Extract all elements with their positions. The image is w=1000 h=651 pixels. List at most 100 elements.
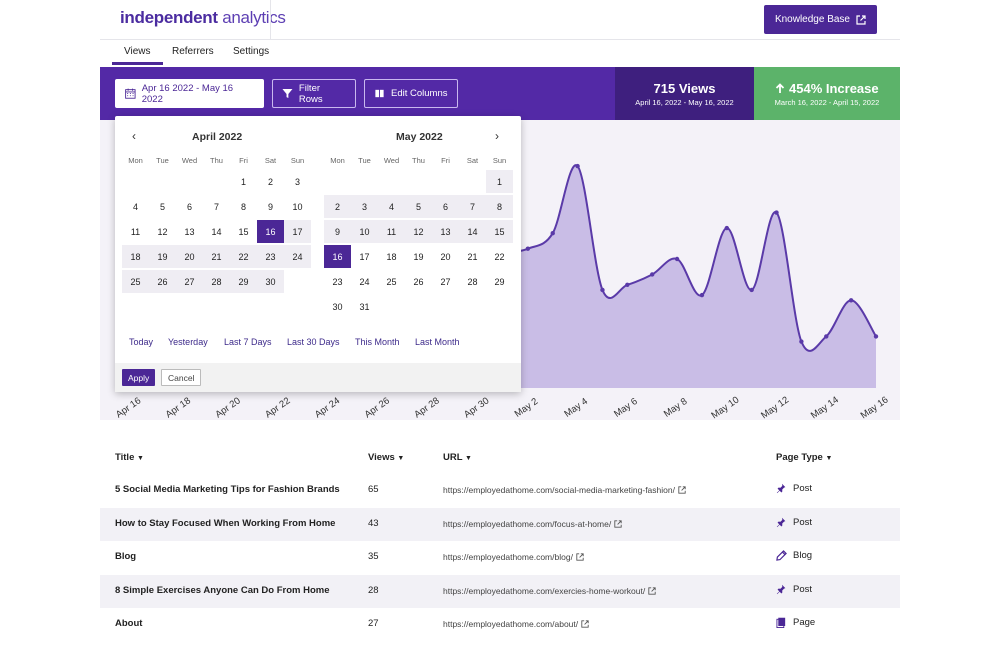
column-header-title[interactable]: Title ▼ <box>115 452 144 463</box>
may-day[interactable]: 1 <box>486 170 513 193</box>
may-day[interactable]: 28 <box>467 276 478 287</box>
row-url-text[interactable]: https://employedathome.com/about/ <box>443 619 579 630</box>
prev-month-button[interactable]: ‹ <box>132 129 136 143</box>
quick-last-7-days[interactable]: Last 7 Days <box>224 337 272 347</box>
chart-point[interactable] <box>724 225 729 231</box>
april-day[interactable]: 10 <box>292 201 303 212</box>
april-day[interactable]: 4 <box>132 201 138 212</box>
quick-this-month[interactable]: This Month <box>355 337 400 347</box>
external-link-icon[interactable] <box>648 587 656 595</box>
row-title[interactable]: Blog <box>115 551 137 563</box>
quick-yesterday[interactable]: Yesterday <box>168 337 208 347</box>
row-title[interactable]: 5 Social Media Marketing Tips for Fashio… <box>115 484 340 495</box>
quick-last-30-days[interactable]: Last 30 Days <box>287 337 340 347</box>
chart-point[interactable] <box>824 334 829 339</box>
may-day[interactable]: 23 <box>332 276 343 287</box>
april-day[interactable]: 22 <box>230 245 257 268</box>
chart-point[interactable] <box>873 334 879 339</box>
column-header-url[interactable]: URL ▼ <box>443 452 472 463</box>
may-day[interactable]: 11 <box>378 220 405 243</box>
chart-point[interactable] <box>650 272 655 277</box>
april-day[interactable]: 17 <box>284 220 311 243</box>
row-url[interactable]: https://employedathome.com/blog/ <box>443 552 584 562</box>
table-row[interactable]: Blog 35 https://employedathome.com/blog/Bl… <box>100 541 900 575</box>
april-day[interactable]: 15 <box>238 226 249 237</box>
tab-views[interactable]: Views <box>112 46 162 65</box>
next-month-button[interactable]: › <box>495 129 499 143</box>
external-link-icon[interactable] <box>614 519 622 528</box>
edit-columns-button[interactable]: Edit Columns <box>364 79 458 108</box>
may-day[interactable]: 4 <box>378 195 405 218</box>
may-day[interactable]: 19 <box>413 251 424 262</box>
may-day[interactable]: 12 <box>405 220 432 243</box>
may-day[interactable]: 21 <box>467 251 478 262</box>
table-row[interactable]: 8 Simple Exercises Anyone Can Do From Ho… <box>100 574 900 609</box>
row-url[interactable]: https://employedathome.com/social-media-… <box>443 485 686 495</box>
april-day[interactable]: 1 <box>240 176 246 187</box>
april-day[interactable]: 26 <box>149 270 176 293</box>
may-day[interactable]: 26 <box>413 276 424 287</box>
may-day[interactable]: 20 <box>440 251 451 262</box>
april-day[interactable]: 30 <box>257 270 284 293</box>
may-day[interactable]: 8 <box>486 195 513 218</box>
april-day[interactable]: 24 <box>284 245 311 268</box>
may-day[interactable]: 22 <box>494 251 505 262</box>
tab-settings[interactable]: Settings <box>233 46 270 57</box>
row-title[interactable]: About <box>115 618 143 630</box>
date-range-button[interactable]: Apr 16 2022 - May 16 2022 <box>115 79 264 108</box>
may-day[interactable]: 9 <box>324 220 351 243</box>
row-url[interactable]: https://employedathome.com/about/ <box>443 619 589 629</box>
may-day[interactable]: 18 <box>386 251 397 262</box>
knowledge-base-button[interactable]: Knowledge Base <box>763 5 877 34</box>
quick-today[interactable]: Today <box>129 337 154 347</box>
may-day[interactable]: 16 <box>324 245 351 268</box>
table-row[interactable]: About 27 https://employedathome.com/about/… <box>100 608 900 642</box>
cancel-button[interactable]: Cancel <box>161 369 202 386</box>
april-day[interactable]: 16 <box>257 220 284 243</box>
row-url-text[interactable]: https://employedathome.com/social-media-… <box>443 485 675 495</box>
chart-point[interactable] <box>674 256 680 262</box>
app-logo[interactable]: independent analytics <box>120 8 286 28</box>
may-day[interactable]: 6 <box>432 195 459 218</box>
april-day[interactable]: 2 <box>267 176 273 187</box>
april-day[interactable]: 19 <box>149 245 176 268</box>
may-day[interactable]: 25 <box>386 276 397 287</box>
april-day[interactable]: 6 <box>186 201 192 212</box>
row-url-text[interactable]: https://employedathome.com/focus-at-home… <box>443 518 612 529</box>
chart-point[interactable] <box>525 246 531 251</box>
april-day[interactable]: 13 <box>184 226 195 237</box>
april-day[interactable]: 18 <box>122 245 149 268</box>
column-header-page-type[interactable]: Page Type ▼ <box>776 452 832 463</box>
april-day[interactable]: 7 <box>213 201 219 212</box>
april-day[interactable]: 21 <box>203 245 230 268</box>
external-link-icon[interactable] <box>576 553 584 561</box>
may-day[interactable]: 7 <box>459 195 486 218</box>
column-header-views[interactable]: Views ▼ <box>368 452 404 463</box>
chart-point[interactable] <box>848 298 854 303</box>
may-day[interactable]: 31 <box>359 301 370 312</box>
chart-point[interactable] <box>600 287 605 293</box>
may-day[interactable]: 15 <box>486 220 513 243</box>
external-link-icon[interactable] <box>581 620 589 629</box>
april-day[interactable]: 12 <box>157 226 168 237</box>
external-link-icon[interactable] <box>678 486 686 494</box>
may-day[interactable]: 13 <box>432 220 459 243</box>
tab-referrers[interactable]: Referrers <box>172 46 214 57</box>
row-title[interactable]: How to Stay Focused When Working From Ho… <box>115 517 336 529</box>
april-day[interactable]: 5 <box>159 201 165 212</box>
may-day[interactable]: 29 <box>494 276 505 287</box>
row-url-text[interactable]: https://employedathome.com/exercies-home… <box>443 585 646 596</box>
april-day[interactable]: 29 <box>230 270 257 293</box>
chart-point[interactable] <box>625 282 630 287</box>
row-url[interactable]: https://employedathome.com/exercies-home… <box>443 586 656 596</box>
april-day[interactable]: 27 <box>176 270 203 293</box>
chart-point[interactable] <box>749 287 754 293</box>
april-day[interactable]: 14 <box>211 226 222 237</box>
may-day[interactable]: 14 <box>459 220 486 243</box>
may-day[interactable]: 3 <box>351 195 378 218</box>
filter-rows-button[interactable]: Filter Rows <box>272 79 356 108</box>
april-day[interactable]: 23 <box>257 245 284 268</box>
may-day[interactable]: 5 <box>405 195 432 218</box>
chart-point[interactable] <box>699 292 705 298</box>
chart-point[interactable] <box>799 339 804 344</box>
